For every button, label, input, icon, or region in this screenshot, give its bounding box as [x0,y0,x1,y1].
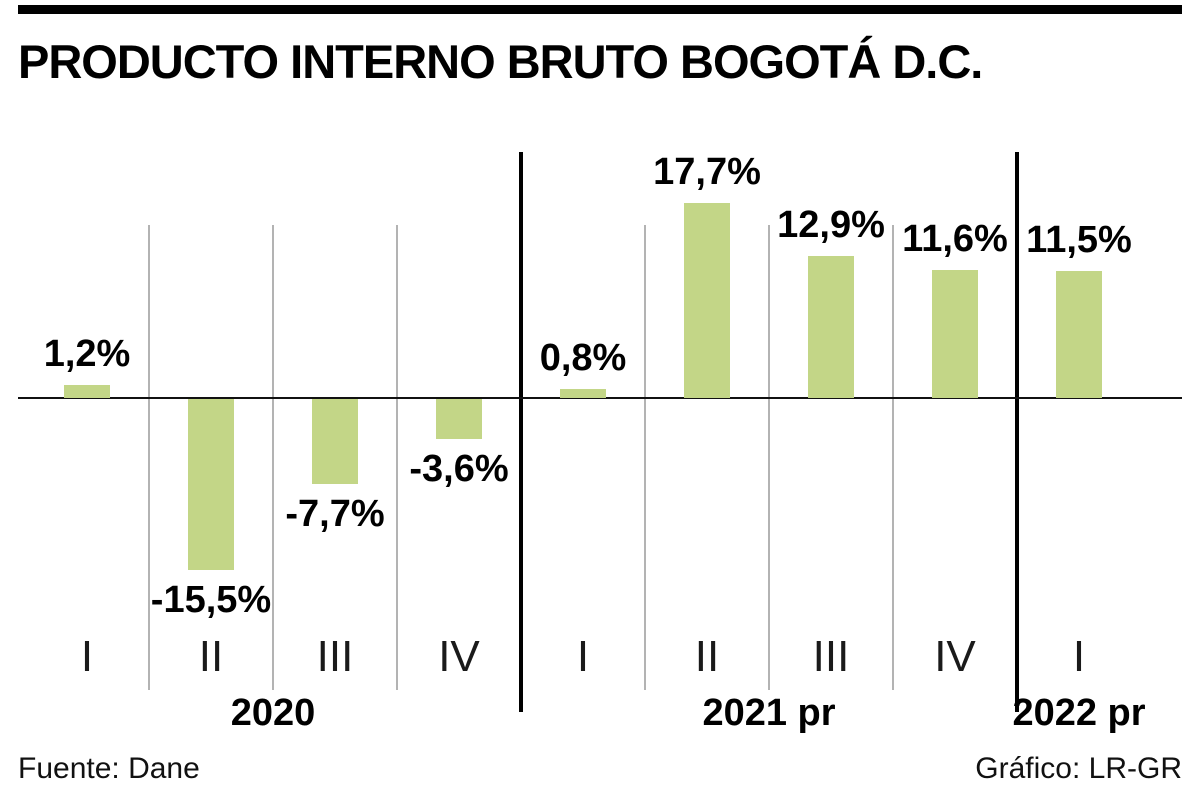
quarter-axis-label: IV [934,632,976,681]
bar-value-label: 1,2% [43,333,131,375]
top-rule [18,5,1182,14]
quarter-axis-label: III [316,632,354,681]
quarter-axis-label: III [812,632,850,681]
bar-quarter-value [808,256,854,398]
year-axis-label: 2022 pr [1012,692,1146,734]
quarter-axis-label: I [80,632,94,681]
source-credit: Fuente: Dane [18,752,200,785]
bar-value-label: -7,7% [285,493,385,535]
quarter-axis-label: IV [438,632,480,681]
quarter-gridline [892,225,894,690]
bar-quarter-value [684,203,730,398]
quarter-gridline [644,225,646,690]
bar-value-label: 11,6% [902,218,1008,260]
quarter-gridline [768,225,770,690]
bar-quarter-value [188,399,234,570]
quarter-axis-label: II [198,632,224,681]
bar-value-label: 0,8% [539,337,627,379]
bar-value-label: 17,7% [653,151,761,193]
quarter-axis-label: II [694,632,720,681]
bar-quarter-value [312,399,358,484]
year-separator-line [519,152,523,712]
chart-title: PRODUCTO INTERNO BRUTO BOGOTÁ D.C. [18,35,983,88]
quarter-axis-label: I [576,632,590,681]
bar-quarter-value [1056,271,1102,398]
bar-value-label: -15,5% [150,579,272,621]
year-axis-label: 2021 pr [702,692,836,734]
year-axis-label: 2020 [230,692,316,734]
bar-quarter-value [436,399,482,439]
bar-quarter-value [64,385,110,398]
quarter-axis-label: I [1072,632,1086,681]
bar-value-label: -3,6% [409,448,509,490]
bar-value-label: 12,9% [777,204,885,246]
quarter-gridline [148,225,150,690]
graphic-credit: Gráfico: LR-GR [975,752,1182,785]
bar-value-label: 11,5% [1026,219,1132,261]
zero-axis-line [18,397,1182,399]
bar-quarter-value [932,270,978,398]
year-separator-line [1015,152,1019,712]
bar-quarter-value [560,389,606,398]
quarter-gridline [396,225,398,690]
quarter-gridline [272,225,274,690]
